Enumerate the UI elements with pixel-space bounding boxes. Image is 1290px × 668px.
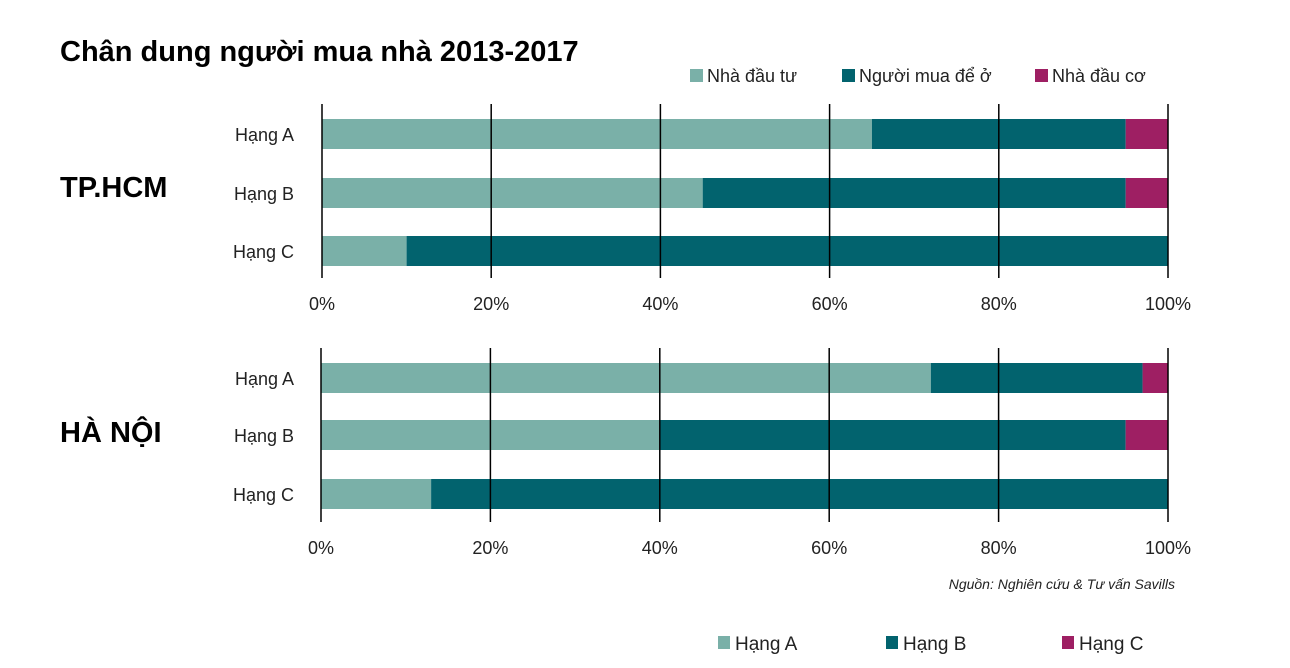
panel-label: TP.HCM	[60, 172, 167, 204]
tick-label: 100%	[1145, 538, 1191, 558]
legend-label: Nhà đầu tư	[707, 66, 797, 86]
bar-segment	[702, 178, 1126, 208]
bar-segment	[930, 363, 1143, 393]
tick-label: 80%	[981, 294, 1017, 314]
legend-swatch	[842, 69, 855, 82]
category-label: Hạng A	[235, 125, 294, 145]
legend-label: Hạng B	[903, 634, 966, 655]
tick-label: 60%	[811, 538, 847, 558]
bar-segment	[322, 178, 703, 208]
panel-label: HÀ NỘI	[60, 415, 162, 449]
legend-label: Hạng A	[735, 634, 798, 655]
tick-label: 20%	[472, 538, 508, 558]
bar-segment	[1142, 363, 1168, 393]
legend-label: Người mua để ở	[859, 66, 992, 86]
bar-segment	[1125, 420, 1168, 450]
bar-segment	[321, 479, 432, 509]
tick-label: 0%	[308, 538, 334, 558]
legend-swatch	[1062, 636, 1074, 649]
bar-segment	[431, 479, 1168, 509]
legend-swatch	[690, 69, 703, 82]
legend-swatch	[718, 636, 730, 649]
bar-segment	[406, 236, 1169, 266]
tick-label: 40%	[642, 294, 678, 314]
bar-segment	[322, 236, 407, 266]
legend-swatch	[1035, 69, 1048, 82]
chart-title: Chân dung người mua nhà 2013-2017	[60, 36, 579, 68]
tick-label: 40%	[642, 538, 678, 558]
category-label: Hạng C	[233, 485, 294, 505]
tick-label: 100%	[1145, 294, 1191, 314]
category-label: Hạng B	[234, 426, 294, 446]
tick-label: 80%	[981, 538, 1017, 558]
tick-label: 0%	[309, 294, 335, 314]
legend-swatch	[886, 636, 898, 649]
bar-segment	[1125, 178, 1168, 208]
tick-label: 60%	[812, 294, 848, 314]
bar-segment	[1125, 119, 1168, 149]
legend-label: Nhà đầu cơ	[1052, 66, 1146, 86]
category-label: Hạng B	[234, 184, 294, 204]
source-note: Nguồn: Nghiên cứu & Tư vấn Savills	[949, 576, 1175, 592]
bar-segment	[659, 420, 1126, 450]
legend-label: Hạng C	[1079, 634, 1143, 655]
category-label: Hạng A	[235, 369, 294, 389]
bar-segment	[322, 119, 872, 149]
tick-label: 20%	[473, 294, 509, 314]
category-label: Hạng C	[233, 242, 294, 262]
bar-segment	[321, 363, 931, 393]
